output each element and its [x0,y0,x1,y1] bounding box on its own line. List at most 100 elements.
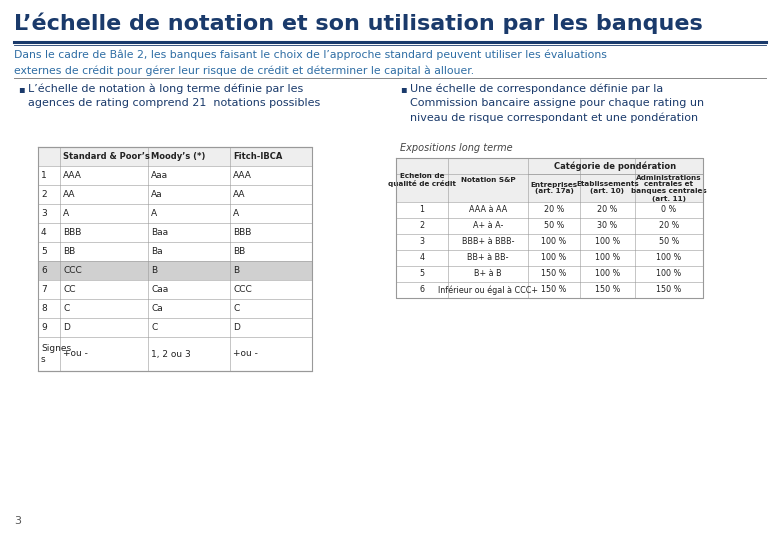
Bar [396,250,703,266]
Text: ▪: ▪ [18,84,25,94]
Text: 100 %: 100 % [541,238,566,246]
Bar [396,266,703,282]
Text: 3: 3 [41,209,47,218]
Text: AAA: AAA [63,171,82,180]
Text: L’échelle de notation à long terme définie par les
agences de rating comprend 21: L’échelle de notation à long terme défin… [28,84,321,109]
Text: Caa: Caa [151,285,168,294]
Text: 50 %: 50 % [544,221,564,231]
Text: AA: AA [233,190,246,199]
Text: C: C [151,323,158,332]
Text: 3: 3 [420,238,424,246]
Text: 1: 1 [420,206,424,214]
Text: 100 %: 100 % [595,253,620,262]
Text: AAA: AAA [233,171,252,180]
Text: Baa: Baa [151,228,168,237]
Bar [38,261,312,280]
Text: 1: 1 [41,171,47,180]
Text: A+ à A-: A+ à A- [473,221,503,231]
Text: Notation S&P: Notation S&P [461,177,516,183]
Text: 9: 9 [41,323,47,332]
Text: B: B [151,266,157,275]
Bar [396,202,703,218]
Text: CCC: CCC [233,285,252,294]
Text: 20 %: 20 % [544,206,564,214]
Text: Echelon de
qualité de crédit: Echelon de qualité de crédit [388,173,456,187]
Text: B: B [233,266,239,275]
Text: 20 %: 20 % [659,221,679,231]
Bar [38,242,312,261]
Bar [38,318,312,337]
Bar [396,218,703,234]
Text: Aaa: Aaa [151,171,168,180]
Text: L’échelle de notation et son utilisation par les banques: L’échelle de notation et son utilisation… [14,13,703,35]
Text: 5: 5 [41,247,47,256]
Text: Ca: Ca [151,304,163,313]
Text: 100 %: 100 % [595,238,620,246]
Text: +ou -: +ou - [63,349,88,359]
Text: BB: BB [233,247,245,256]
Text: BB+ à BB-: BB+ à BB- [467,253,509,262]
Text: 100 %: 100 % [657,253,682,262]
Text: +ou -: +ou - [233,349,258,359]
Text: C: C [233,304,239,313]
Text: Standard & Poor’s: Standard & Poor’s [63,152,150,161]
Text: 150 %: 150 % [541,269,567,279]
Text: Dans le cadre de Bâle 2, les banques faisant le choix de l’approche standard peu: Dans le cadre de Bâle 2, les banques fai… [14,50,607,76]
Text: 4: 4 [41,228,47,237]
Text: 7: 7 [41,285,47,294]
Text: A: A [151,209,157,218]
Text: CC: CC [63,285,76,294]
Text: 4: 4 [420,253,424,262]
Text: 100 %: 100 % [595,269,620,279]
Text: BBB: BBB [63,228,81,237]
Text: C: C [63,304,69,313]
Text: 3: 3 [14,516,21,526]
Text: 100 %: 100 % [657,269,682,279]
Text: Inférieur ou égal à CCC+: Inférieur ou égal à CCC+ [438,285,538,295]
Text: ▪: ▪ [400,84,406,94]
Text: BB: BB [63,247,75,256]
Bar [38,166,312,185]
Bar [38,185,312,204]
Text: 6: 6 [420,286,424,294]
Text: A: A [233,209,239,218]
Bar [38,337,312,371]
Text: 0 %: 0 % [661,206,676,214]
Text: D: D [63,323,70,332]
Text: 150 %: 150 % [541,286,567,294]
Text: 20 %: 20 % [597,206,618,214]
Bar [38,280,312,299]
Text: AAA à AA: AAA à AA [469,206,507,214]
Bar [448,158,528,202]
Text: B+ à B: B+ à B [474,269,502,279]
Text: 2: 2 [41,190,47,199]
Text: Aa: Aa [151,190,162,199]
Bar [528,158,703,174]
Text: Catégorie de pondération: Catégorie de pondération [555,161,676,171]
Bar [396,234,703,250]
Bar [38,223,312,242]
Text: 150 %: 150 % [595,286,620,294]
Text: A: A [63,209,69,218]
Bar [635,174,703,202]
Text: Moody’s (*): Moody’s (*) [151,152,205,161]
Text: Une échelle de correspondance définie par la
Commission bancaire assigne pour ch: Une échelle de correspondance définie pa… [410,84,704,123]
Text: Signes
s: Signes s [41,345,71,364]
Text: AA: AA [63,190,76,199]
Text: 100 %: 100 % [541,253,566,262]
Text: 2: 2 [420,221,424,231]
Text: CCC: CCC [63,266,82,275]
Text: Expositions long terme: Expositions long terme [400,143,512,153]
Bar [396,282,703,298]
Bar [528,174,580,202]
Text: 1, 2 ou 3: 1, 2 ou 3 [151,349,191,359]
Text: D: D [233,323,240,332]
Text: Ba: Ba [151,247,162,256]
Text: 5: 5 [420,269,424,279]
Bar [38,299,312,318]
Text: Entreprises
(art. 17a): Entreprises (art. 17a) [530,181,577,194]
Text: 50 %: 50 % [659,238,679,246]
Text: 30 %: 30 % [597,221,618,231]
Bar [38,204,312,223]
Text: 150 %: 150 % [656,286,682,294]
